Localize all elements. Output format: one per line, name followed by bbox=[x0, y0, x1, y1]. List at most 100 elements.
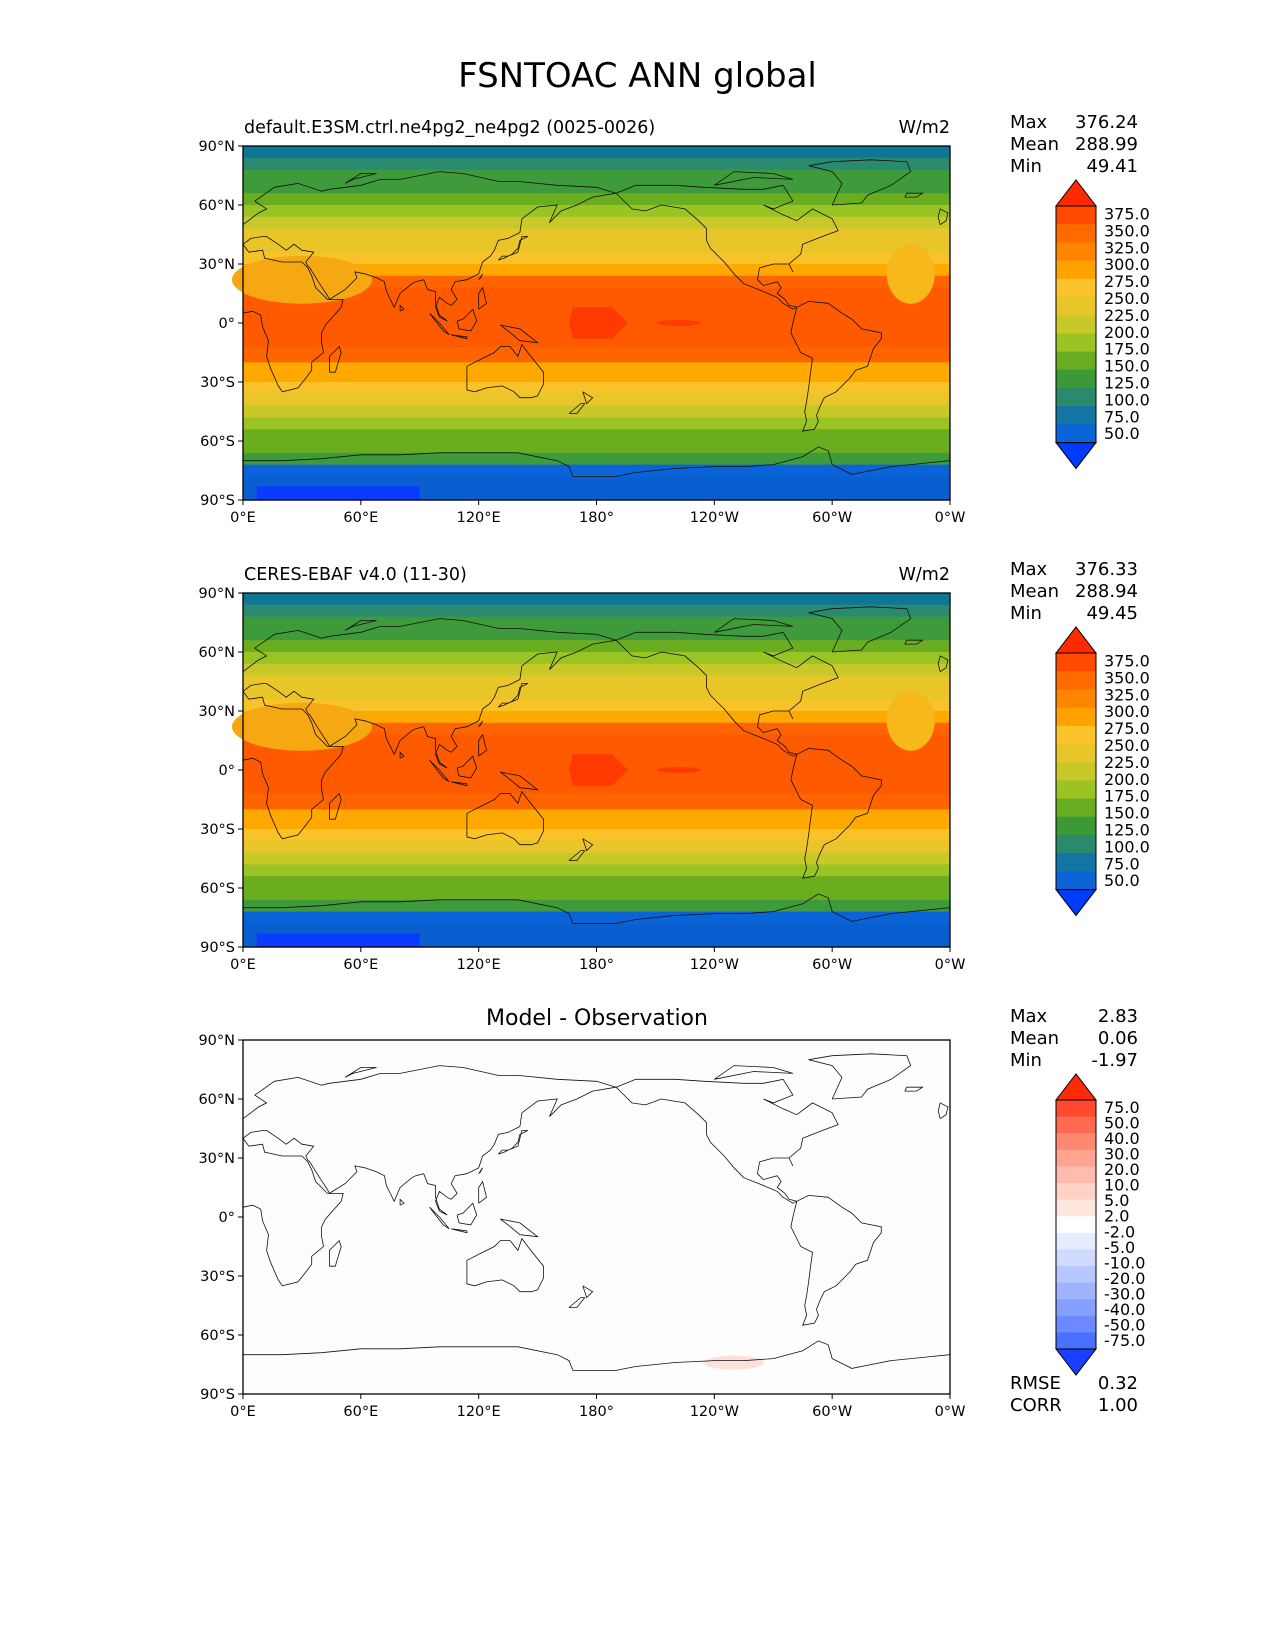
colorbar-segment bbox=[1056, 798, 1096, 818]
colorbar-tick-label: 300.0 bbox=[1104, 702, 1150, 721]
lon-tick-label: 120°W bbox=[690, 510, 739, 526]
lon-tick-label: 120°W bbox=[690, 1404, 739, 1420]
colorbar-tick-label: 225.0 bbox=[1104, 306, 1150, 325]
colorbar-segment bbox=[1056, 1299, 1096, 1317]
zonal-band bbox=[243, 911, 950, 924]
coastline bbox=[466, 790, 544, 846]
lon-tick-label: 0°W bbox=[935, 510, 966, 526]
coastline bbox=[243, 893, 951, 924]
panel-2-title: CERES-EBAF v4.0 (11-30) bbox=[244, 565, 467, 585]
map-plot-area bbox=[231, 146, 950, 501]
colorbar-tick-label: -75.0 bbox=[1104, 1331, 1145, 1350]
lat-tick-label: 30°S bbox=[200, 1269, 235, 1285]
colorbar-tick-label: 100.0 bbox=[1104, 837, 1150, 856]
sahara-region bbox=[231, 255, 372, 304]
panel-2-colorbar: 375.0350.0325.0300.0275.0250.0225.0200.0… bbox=[1054, 626, 1150, 917]
coastlines bbox=[242, 606, 951, 924]
colorbar-segment bbox=[1056, 1166, 1096, 1184]
lat-tick-label: 0° bbox=[219, 316, 235, 332]
coastline bbox=[451, 1228, 468, 1234]
zonal-band bbox=[243, 840, 950, 854]
zonal-band bbox=[243, 829, 950, 842]
coastline bbox=[714, 171, 794, 186]
coastline bbox=[328, 792, 342, 820]
zonal-band bbox=[243, 711, 950, 724]
coastline bbox=[429, 312, 450, 336]
coastline bbox=[582, 391, 594, 405]
colorbar-tick-label: 75.0 bbox=[1104, 407, 1140, 426]
coastline bbox=[243, 446, 951, 477]
warm-patch bbox=[656, 320, 701, 326]
zonal-band bbox=[243, 864, 950, 877]
coastline bbox=[456, 755, 478, 779]
colorbar-segment bbox=[1056, 297, 1096, 316]
diff-field bbox=[243, 1040, 950, 1394]
stat-min: Min -1.97 bbox=[1010, 1050, 1138, 1071]
zonal-band bbox=[243, 640, 950, 653]
coastline bbox=[451, 334, 468, 340]
colorbar-tick-label: 50.0 bbox=[1104, 424, 1140, 443]
colorbar-tick-label: -10.0 bbox=[1104, 1253, 1145, 1272]
coastline bbox=[500, 771, 539, 791]
zonal-band bbox=[243, 616, 950, 629]
colorbar-segment bbox=[1056, 725, 1096, 745]
colorbar-tick-label: 30.0 bbox=[1104, 1144, 1140, 1163]
zonal-band bbox=[243, 699, 950, 712]
coastline bbox=[937, 1102, 949, 1120]
diff-patch bbox=[703, 1355, 764, 1370]
colorbar-segment bbox=[1056, 369, 1096, 389]
colorbar-tick-label: 10.0 bbox=[1104, 1176, 1140, 1195]
zonal-band bbox=[243, 252, 950, 265]
stat-rmse: RMSE 0.32 bbox=[1010, 1373, 1138, 1394]
colorbar-tick-label: 350.0 bbox=[1104, 221, 1150, 240]
colorbar-tick-label: 375.0 bbox=[1104, 204, 1150, 223]
colorbar-tick-label: 325.0 bbox=[1104, 238, 1150, 257]
lat-tick-label: 90°S bbox=[200, 493, 235, 509]
coastline bbox=[344, 620, 377, 631]
zonal-band bbox=[243, 146, 950, 159]
lon-tick-label: 0°E bbox=[230, 1404, 256, 1420]
colorbar-segment bbox=[1056, 653, 1096, 672]
panel-3-map: 90°N 60°N 30°N 0° 30°S 60°S 90°S0°E 60°E 120°E 18… bbox=[198, 1033, 965, 1420]
warm-pool bbox=[569, 754, 628, 786]
zonal-band bbox=[243, 476, 950, 489]
zonal-band bbox=[243, 264, 950, 277]
zonal-band bbox=[243, 193, 950, 206]
colorbar-segment bbox=[1056, 1266, 1096, 1283]
coastline bbox=[615, 184, 839, 310]
lon-tick-label: 120°E bbox=[457, 510, 501, 526]
lat-tick-label: 30°S bbox=[200, 822, 235, 838]
colorbar-tick-label: 125.0 bbox=[1104, 373, 1150, 392]
lon-tick-label: 60°E bbox=[343, 957, 378, 973]
colorbar-segment bbox=[1056, 242, 1096, 261]
colorbar-frame bbox=[1055, 1099, 1097, 1350]
coastline bbox=[243, 1340, 951, 1371]
warm-pool bbox=[569, 307, 628, 339]
lat-tick-label: 90°N bbox=[198, 139, 235, 155]
colorbar-segment bbox=[1056, 1315, 1096, 1333]
colorbar-extend-max bbox=[1054, 626, 1098, 654]
zonal-band bbox=[243, 228, 950, 241]
colorbar-segment bbox=[1056, 1232, 1096, 1250]
panel-1-units: W/m2 bbox=[898, 118, 950, 138]
lat-tick-label: 60°S bbox=[200, 1328, 235, 1344]
colorbar-segment bbox=[1056, 388, 1096, 407]
lat-tick-label: 30°S bbox=[200, 375, 235, 391]
zonal-band bbox=[243, 899, 950, 913]
panel-3-title: Model - Observation bbox=[486, 1006, 708, 1031]
lat-tick-label: 30°N bbox=[198, 1151, 235, 1167]
stat-max: Max 376.24 bbox=[1010, 112, 1138, 133]
atlantic-region bbox=[886, 690, 935, 751]
colorbar-tick-label: -20.0 bbox=[1104, 1269, 1145, 1288]
zonal-band bbox=[243, 157, 950, 171]
colorbar-tick-label: 200.0 bbox=[1104, 770, 1150, 789]
colorbar-segment bbox=[1056, 1282, 1096, 1300]
zonal-band bbox=[243, 205, 950, 218]
zonal-band bbox=[243, 663, 950, 677]
coastline bbox=[466, 1237, 544, 1293]
coastline bbox=[242, 1065, 617, 1216]
zonal-band bbox=[243, 216, 950, 230]
coastline bbox=[429, 759, 450, 783]
colorbar-tick-label: 50.0 bbox=[1104, 1113, 1140, 1132]
coastline bbox=[568, 850, 586, 861]
